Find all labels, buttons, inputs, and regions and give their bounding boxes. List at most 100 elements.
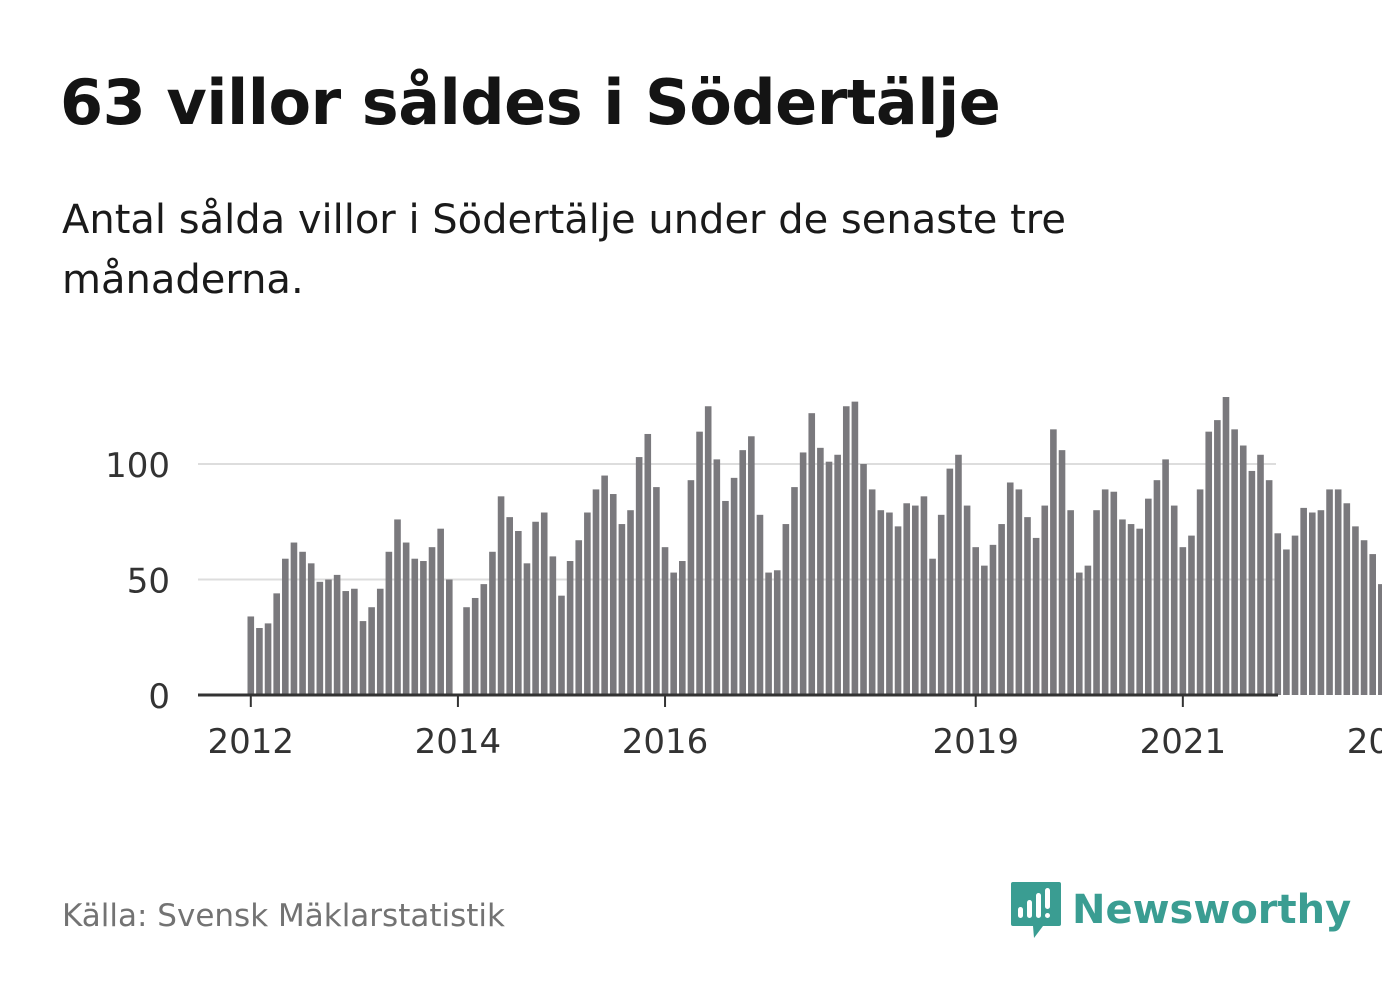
bar <box>963 505 971 695</box>
bar <box>782 524 790 695</box>
bar <box>1274 533 1282 695</box>
bar <box>333 574 341 695</box>
bar <box>635 457 643 695</box>
x-tick-label: 2021 <box>1140 722 1227 762</box>
bar <box>1369 554 1376 695</box>
bar <box>385 551 393 695</box>
bar <box>1352 526 1359 695</box>
bar <box>972 547 980 695</box>
bar <box>929 558 936 695</box>
bar <box>1136 528 1143 695</box>
bar <box>437 528 444 695</box>
bar <box>1024 517 1031 695</box>
bar <box>817 447 824 695</box>
y-tick-label: 0 <box>148 677 170 717</box>
bar <box>1326 489 1333 695</box>
bar <box>765 572 772 695</box>
x-tick-label: 2012 <box>208 722 295 762</box>
bar <box>394 519 401 695</box>
bar <box>290 542 298 695</box>
bar <box>420 561 427 695</box>
bar <box>868 489 876 695</box>
bar <box>808 413 816 695</box>
bar <box>584 512 591 695</box>
bar <box>1360 540 1368 695</box>
bar <box>402 542 410 695</box>
bar <box>1145 498 1152 695</box>
bar <box>989 544 997 695</box>
bar <box>497 496 505 695</box>
bar-chart-speech-bubble-icon <box>1011 882 1061 938</box>
bar <box>1179 547 1187 695</box>
bar <box>679 561 686 695</box>
bar <box>480 584 488 695</box>
bar <box>256 628 263 695</box>
bar <box>773 570 781 695</box>
bar <box>282 558 289 695</box>
bar <box>1162 459 1169 695</box>
bar <box>1101 489 1109 695</box>
bar <box>264 623 272 695</box>
bar <box>955 454 962 695</box>
bar <box>532 521 539 695</box>
bar <box>1334 489 1342 695</box>
bar <box>1041 505 1049 695</box>
bar <box>1222 397 1230 695</box>
bar <box>1127 524 1135 695</box>
bar <box>877 510 885 695</box>
bar <box>1231 429 1238 695</box>
bar <box>912 505 919 695</box>
bar <box>1067 510 1074 695</box>
bar <box>704 406 712 695</box>
bar <box>713 459 721 695</box>
bar <box>1119 519 1126 695</box>
bar <box>1300 507 1307 695</box>
bar <box>748 436 755 695</box>
bar <box>273 593 280 695</box>
bar <box>307 563 315 695</box>
y-tick-label: 50 <box>127 562 170 602</box>
bar <box>981 565 988 695</box>
bar <box>946 468 954 695</box>
bar <box>903 503 910 695</box>
bar <box>1196 489 1204 695</box>
bar <box>1257 454 1264 695</box>
bar <box>791 487 798 695</box>
bar <box>1283 549 1290 695</box>
brand-name: Newsworthy <box>1072 887 1352 933</box>
bar <box>920 496 928 695</box>
bar <box>368 607 375 695</box>
bar <box>609 494 617 695</box>
bar <box>627 510 634 695</box>
source-note: Källa: Svensk Mäklarstatistik <box>62 898 505 934</box>
bar <box>471 597 479 695</box>
bar <box>1170 505 1178 695</box>
bar <box>886 512 893 695</box>
bar <box>1265 480 1273 695</box>
bar <box>558 595 565 695</box>
x-tick-label: 2014 <box>415 722 502 762</box>
bar <box>653 487 660 695</box>
bar <box>1093 510 1100 695</box>
bar <box>670 572 677 695</box>
bar <box>834 454 841 695</box>
bar <box>722 500 729 695</box>
bar <box>247 616 255 695</box>
bar <box>687 480 695 695</box>
bar <box>1214 420 1221 695</box>
bar <box>299 551 306 695</box>
bar <box>1308 512 1316 695</box>
bar <box>937 514 945 695</box>
bar <box>1343 503 1351 695</box>
bar <box>359 621 367 695</box>
bar <box>1032 537 1040 695</box>
bar <box>1291 535 1299 695</box>
bar <box>549 556 557 695</box>
bar <box>851 401 859 695</box>
bar <box>489 551 496 695</box>
bar <box>1248 470 1256 695</box>
bar <box>1050 429 1057 695</box>
bar <box>1205 431 1213 695</box>
bar <box>1006 482 1014 695</box>
